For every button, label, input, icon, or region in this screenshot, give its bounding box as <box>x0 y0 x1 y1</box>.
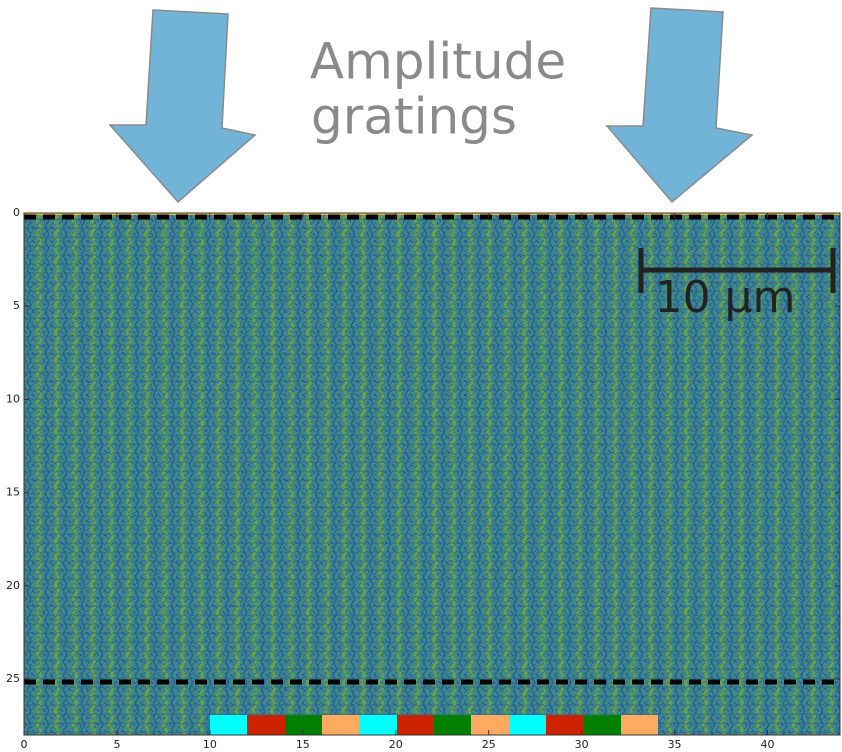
y-tick-label: 5 <box>13 299 20 312</box>
figure: 10 µm Amplitude gratings 0 5 10 15 20 25 30 35 4… <box>0 0 842 752</box>
arrow <box>110 10 255 202</box>
x-tick-label: 30 <box>575 738 589 751</box>
strip-cell <box>509 715 546 735</box>
strip-cell <box>247 715 285 735</box>
x-tick-label: 0 <box>21 738 28 751</box>
x-tick-label: 40 <box>761 738 775 751</box>
y-tick-label: 20 <box>6 579 20 592</box>
strip-cell <box>434 715 471 735</box>
strip-cell <box>210 715 247 735</box>
strip-cell <box>621 715 658 735</box>
strip-cell <box>471 715 509 735</box>
strip-cell <box>285 715 322 735</box>
strip-cell <box>322 715 359 735</box>
arrow <box>607 8 752 202</box>
strip-cell <box>546 715 583 735</box>
annotation: gratings <box>311 88 517 146</box>
y-tick-label: 0 <box>13 206 20 219</box>
x-tick-label: 10 <box>203 738 217 751</box>
scale-bar-label: 10 µm <box>655 272 796 323</box>
x-tick-label: 20 <box>389 738 403 751</box>
strip-cell <box>583 715 621 735</box>
x-tick-label: 5 <box>113 738 120 751</box>
annotation: Amplitude <box>310 33 566 91</box>
color-strip <box>210 715 658 735</box>
x-tick-label: 15 <box>296 738 310 751</box>
y-tick-label: 25 <box>6 672 20 685</box>
y-tick-label: 10 <box>6 392 20 405</box>
strip-cell <box>397 715 434 735</box>
strip-cell <box>359 715 397 735</box>
x-tick-label: 25 <box>482 738 496 751</box>
y-tick-label: 15 <box>6 486 20 499</box>
x-tick-label: 35 <box>668 738 682 751</box>
